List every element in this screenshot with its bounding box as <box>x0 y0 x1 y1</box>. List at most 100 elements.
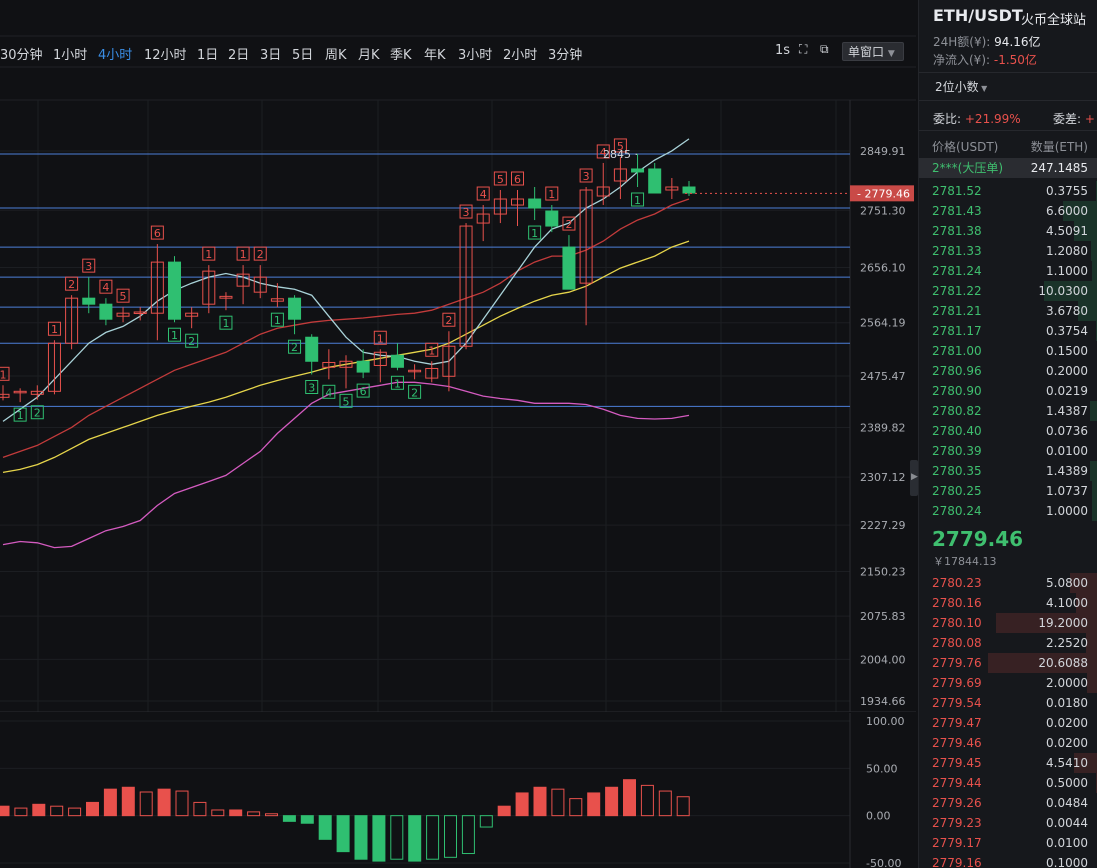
ask-row[interactable]: 2780.23 5.0800 <box>919 573 1097 593</box>
ask-row[interactable]: 2780.16 4.1000 <box>919 593 1097 613</box>
ask-row[interactable]: 2779.45 4.5410 <box>919 753 1097 773</box>
bid-depth-bar <box>1078 301 1097 321</box>
timeframe-tab-9[interactable]: 月K <box>358 48 380 63</box>
bid-price: 2780.90 <box>932 384 982 398</box>
osc-histogram-bar <box>336 815 350 853</box>
candle-body <box>30 390 44 395</box>
candle-body <box>82 297 96 305</box>
bid-qty: 0.0219 <box>1046 384 1088 398</box>
timeframe-tab-13[interactable]: 2小时 <box>503 48 538 63</box>
bid-row[interactable]: 2781.38 4.5091 <box>919 221 1097 241</box>
timeframe-tab-0[interactable]: 30分钟 <box>0 48 43 63</box>
bid-row[interactable]: 2781.43 6.6000 <box>919 201 1097 221</box>
ask-price: 2779.54 <box>932 696 982 710</box>
candle-body <box>493 198 507 215</box>
commission-ratio-value: +21.99% <box>964 112 1021 126</box>
bid-price: 2780.96 <box>932 364 982 378</box>
bid-row[interactable]: 2780.82 1.4387 <box>919 401 1097 421</box>
commission-diff: 委差: + <box>1053 110 1095 127</box>
bid-row[interactable]: 2780.40 0.0736 <box>919 421 1097 441</box>
chart-area[interactable]: 30分钟 1小时 4小时 12小时 1日 2日 3日 5日 周K 月K 季K 年K 3小时 2小时 3分钟 … <box>0 0 918 868</box>
td-marker-number: 1 <box>377 332 384 345</box>
ask-row[interactable]: 2779.76 20.6088 <box>919 653 1097 673</box>
timeframe-tab-1[interactable]: 1小时 <box>53 48 88 63</box>
ask-row[interactable]: 2779.69 2.0000 <box>919 673 1097 693</box>
osc-histogram-bar <box>587 792 601 817</box>
candle-body <box>579 189 593 284</box>
td-marker-number: 1 <box>548 188 555 201</box>
bid-qty: 1.1000 <box>1046 264 1088 278</box>
collapse-panel-handle[interactable]: ▶ <box>910 460 918 496</box>
timeframe-tab-3[interactable]: 12小时 <box>144 48 187 63</box>
bid-row[interactable]: 2781.52 0.3755 <box>919 181 1097 201</box>
ask-row[interactable]: 2779.44 0.5000 <box>919 773 1097 793</box>
price-tick: 2389.82 <box>860 421 906 434</box>
timeframe-tab-10[interactable]: 季K <box>390 48 412 63</box>
bid-row[interactable]: 2781.17 0.3754 <box>919 321 1097 341</box>
bid-row[interactable]: 2780.90 0.0219 <box>919 381 1097 401</box>
candle-body <box>0 393 10 398</box>
osc-histogram-bar <box>551 788 565 817</box>
candle-body <box>168 261 181 320</box>
td-marker-box <box>168 327 181 342</box>
td-marker-box <box>442 312 456 327</box>
timeframe-tab-4[interactable]: 1日 <box>197 48 219 63</box>
osc-histogram-bar <box>14 807 28 817</box>
bid-row[interactable]: 2780.25 1.0737 <box>919 481 1097 501</box>
td-marker-box <box>150 225 164 240</box>
ask-row[interactable]: 2779.17 0.0100 <box>919 833 1097 853</box>
big-order-row[interactable]: 2***(大压单) 247.1485 <box>919 158 1097 178</box>
timeframe-tab-8[interactable]: 周K <box>325 48 347 63</box>
bid-row[interactable]: 2781.00 0.1500 <box>919 341 1097 361</box>
timeframe-tab-2[interactable]: 4小时 <box>98 48 133 63</box>
td-marker-box <box>390 375 404 390</box>
refresh-interval[interactable]: 1s <box>775 43 791 58</box>
bid-row[interactable]: 2781.22 10.0300 <box>919 281 1097 301</box>
ask-row[interactable]: 2780.08 2.2520 <box>919 633 1097 653</box>
td-marker-number: 1 <box>274 314 281 327</box>
ask-row[interactable]: 2779.46 0.0200 <box>919 733 1097 753</box>
ask-price: 2779.17 <box>932 836 982 850</box>
candle-body <box>47 342 61 392</box>
bid-row[interactable]: 2780.24 1.0000 <box>919 501 1097 521</box>
ask-row[interactable]: 2780.10 19.2000 <box>919 613 1097 633</box>
ask-row[interactable]: 2779.54 0.0180 <box>919 693 1097 713</box>
ask-row[interactable]: 2779.26 0.0484 <box>919 793 1097 813</box>
timeframe-tab-11[interactable]: 年K <box>424 48 446 63</box>
bid-row[interactable]: 2781.33 1.2080 <box>919 241 1097 261</box>
window-mode-select[interactable]: 单窗口 ▼ <box>842 42 904 61</box>
td-marker-box <box>373 330 387 345</box>
timeframe-tab-5[interactable]: 2日 <box>228 48 250 63</box>
bid-depth-bar <box>1091 241 1097 261</box>
td-marker-number: 1 <box>51 323 58 336</box>
pair-title[interactable]: ETH/USDT <box>933 6 1023 25</box>
bid-row[interactable]: 2780.96 0.2000 <box>919 361 1097 381</box>
ask-row[interactable]: 2779.23 0.0044 <box>919 813 1097 833</box>
td-marker-number: 3 <box>308 381 315 394</box>
ask-row[interactable]: 2779.47 0.0200 <box>919 713 1097 733</box>
td-marker-box <box>511 171 524 186</box>
decimal-select[interactable]: 2位小数 ▼ <box>935 78 987 95</box>
bid-row[interactable]: 2781.24 1.1000 <box>919 261 1097 281</box>
popout-icon[interactable]: ⧉ <box>820 42 829 56</box>
timeframe-tab-14[interactable]: 3分钟 <box>548 48 583 63</box>
last-price-tag: - 2779.46 <box>857 187 910 200</box>
ask-qty: 4.5410 <box>1046 756 1088 770</box>
bid-row[interactable]: 2780.39 0.0100 <box>919 441 1097 461</box>
window-mode-label: 单窗口 <box>848 45 885 59</box>
price-chart[interactable]: 2849.91 2751.30 2656.10 2564.19 2475.47 2389.… <box>0 0 916 712</box>
ask-row[interactable]: 2779.16 0.1000 <box>919 853 1097 868</box>
bid-row[interactable]: 2781.21 3.6780 <box>919 301 1097 321</box>
fullscreen-icon[interactable]: ⛶ <box>799 42 808 56</box>
td-marker-number: 4 <box>325 386 332 399</box>
price-tick: 2751.30 <box>860 204 906 217</box>
timeframe-tab-6[interactable]: 3日 <box>260 48 282 63</box>
bid-qty: 0.3755 <box>1046 184 1088 198</box>
bid-price: 2781.24 <box>932 264 982 278</box>
timeframe-tab-7[interactable]: 5日 <box>292 48 314 63</box>
bid-qty: 1.2080 <box>1046 244 1088 258</box>
oscillator-chart[interactable]: 100.00 50.00 0.00 -50.00 <box>0 713 916 868</box>
timeframe-tab-12[interactable]: 3小时 <box>458 48 493 63</box>
ask-qty: 19.2000 <box>1038 616 1088 630</box>
bid-row[interactable]: 2780.35 1.4389 <box>919 461 1097 481</box>
